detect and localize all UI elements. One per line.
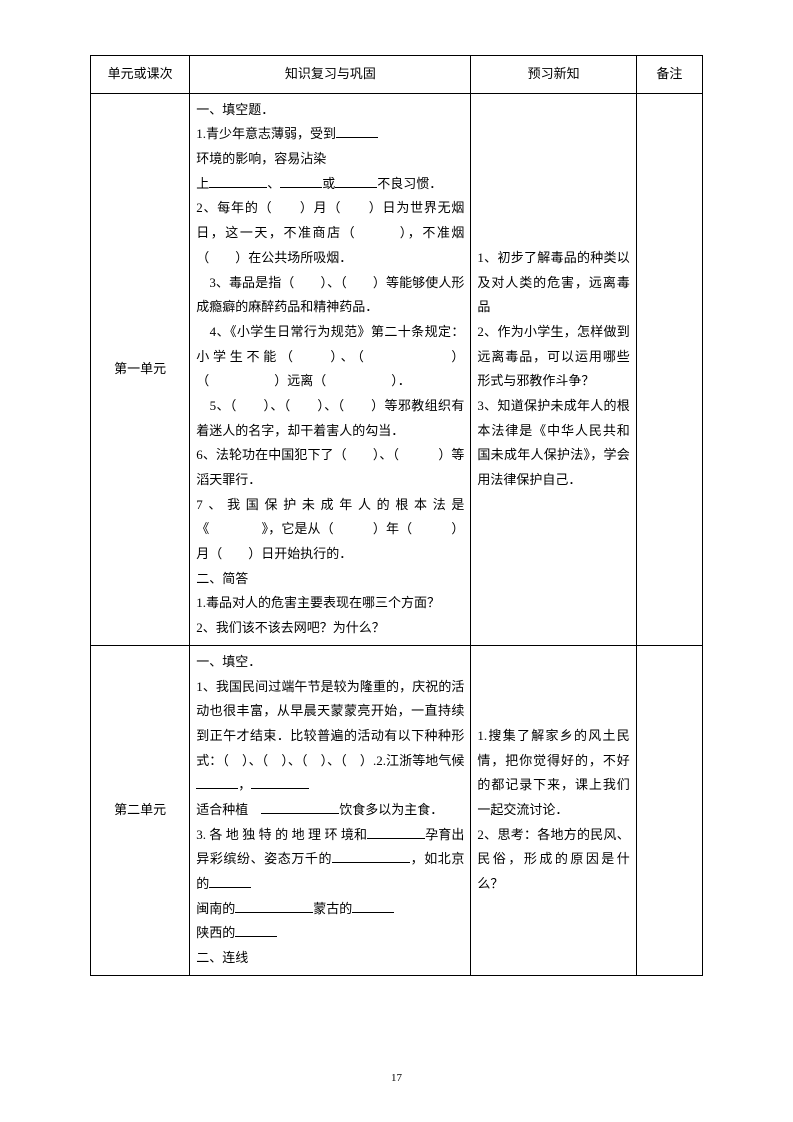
unit-cell-1: 第一单元 [91,93,190,645]
page-container: 单元或课次 知识复习与巩固 预习新知 备注 第一单元 一、填空题． 1.青少年意… [0,0,793,1016]
q6-text: 6、法轮功在中国犯下了（ ）、（ ）等滔天罪行． [196,447,464,487]
sec2-title: 二、简答 [196,571,248,586]
q1-text: 、 [267,176,280,191]
preview-cell-2: 1.搜集了解家乡的风土民情，把你觉得好的，不好的都记录下来，课上我们一起交流讨论… [471,645,636,975]
sec2-title: 二、连线 [196,950,248,965]
blank [209,875,251,888]
sq2-text: 2、我们该不该去网吧？为什么？ [196,620,385,635]
preview-cell-1: 1、初步了解毒品的种类以及对人类的危害，远离毒品 2、作为小学生，怎样做到远离毒… [471,93,636,645]
q3-text: 闽南的 [196,901,235,916]
p1-text: 1.搜集了解家乡的风土民情，把你觉得好的，不好的都记录下来，课上我们一起交流讨论… [477,728,629,817]
sq1-text: 1.毒品对人的危害主要表现在哪三个方面？ [196,595,440,610]
p2-text: 2、思考：各地方的民风、民俗，形成的原因是什么？ [477,827,629,891]
q3-text: 陕西的 [196,925,235,940]
q1-text: 饮食多以为主食． [339,802,443,817]
q3-text: 3. 各 地 独 特 的 地 理 环 境和 [196,827,367,842]
q1-text: 1、我国民间过端午节是较为隆重的，庆祝的活动也很丰富，从早晨天蒙蒙亮开始，一直持… [196,679,464,768]
blank [261,801,339,814]
q1-text: 不良习惯． [377,176,442,191]
q3-text: 3、毒品是指（ ）、（ ）等能够使人形成瘾癖的麻醉药品和精神药品． [196,275,464,315]
q1-text: 1.青少年意志薄弱，受到 [196,126,336,141]
unit-cell-2: 第二单元 [91,645,190,975]
blank [367,826,425,839]
q7-text: 7、我国保护未成年人的根本法是《 》，它是从（ ）年（ ）月（ ）日开始执行的． [196,497,464,561]
sec1-title: 一、填空． [196,654,261,669]
header-unit: 单元或课次 [91,56,190,94]
page-number: 17 [0,1072,793,1084]
p2-text: 2、作为小学生，怎样做到远离毒品，可以运用哪些形式与邪教作斗争？ [477,324,629,388]
blank [280,175,322,188]
blank [352,900,394,913]
q4-text: 4、《小学生日常行为规范》第二十条规定：小学生不能（ ）、（ ）（ ）远离（ ）… [196,324,464,388]
table-row: 第二单元 一、填空． 1、我国民间过端午节是较为隆重的，庆祝的活动也很丰富，从早… [91,645,703,975]
q5-text: 5、（ ）、（ ）、（ ）等邪教组织有着迷人的名字，却干着害人的勾当． [196,398,464,438]
blank [196,776,238,789]
curriculum-table: 单元或课次 知识复习与巩固 预习新知 备注 第一单元 一、填空题． 1.青少年意… [90,55,703,976]
review-cell-2: 一、填空． 1、我国民间过端午节是较为隆重的，庆祝的活动也很丰富，从早晨天蒙蒙亮… [190,645,471,975]
sec1-title: 一、填空题． [196,102,274,117]
table-row: 第一单元 一、填空题． 1.青少年意志薄弱，受到 环境的影响，容易沾染 上 、 或 不… [91,93,703,645]
q1-text: 环境的影响，容易沾染 [196,151,326,166]
q3-text: 蒙古的 [313,901,352,916]
review-cell-1: 一、填空题． 1.青少年意志薄弱，受到 环境的影响，容易沾染 上、或不良习惯． … [190,93,471,645]
blank [332,850,410,863]
blank [251,776,309,789]
p3-text: 3、知道保护未成年人的根本法律是《中华人民共和国未成年人保护法》，学会用法律保护… [477,398,629,487]
header-preview: 预习新知 [471,56,636,94]
header-note: 备注 [636,56,702,94]
table-header-row: 单元或课次 知识复习与巩固 预习新知 备注 [91,56,703,94]
q1-text: 或 [322,176,335,191]
blank [209,175,267,188]
q1-text: 上 [196,176,209,191]
note-cell-1 [636,93,702,645]
blank [235,900,313,913]
blank [335,175,377,188]
blank [336,125,378,138]
q2-text: 2、每年的（ ）月（ ）日为世界无烟日，这一天，不准商店（ ），不准烟（ ）在公… [196,200,464,264]
blank [235,924,277,937]
p1-text: 1、初步了解毒品的种类以及对人类的危害，远离毒品 [477,250,629,314]
note-cell-2 [636,645,702,975]
q1-text: ， [238,777,251,792]
header-review: 知识复习与巩固 [190,56,471,94]
q1-text: 适合种植 [196,802,261,817]
